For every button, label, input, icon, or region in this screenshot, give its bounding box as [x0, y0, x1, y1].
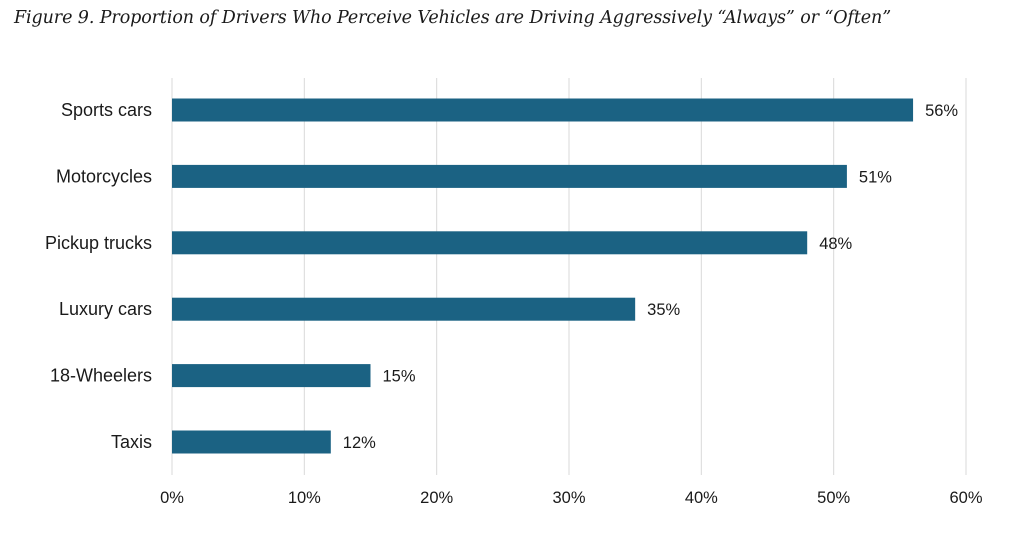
data-label: 12%: [343, 434, 376, 452]
x-tick-label: 30%: [552, 489, 585, 507]
bar-18-wheelers: [172, 364, 371, 388]
x-tick-label: 0%: [160, 489, 184, 507]
bar-motorcycles: [172, 164, 847, 188]
data-label: 15%: [383, 368, 416, 386]
data-label: 56%: [925, 102, 958, 120]
x-tick-label: 60%: [949, 489, 982, 507]
bar-sports-cars: [172, 98, 914, 122]
bar-taxis: [172, 430, 331, 454]
chart-title: Figure 9. Proportion of Drivers Who Perc…: [14, 8, 892, 28]
category-label: Sports cars: [61, 100, 152, 120]
category-label: Taxis: [111, 432, 152, 452]
x-tick-label: 20%: [420, 489, 453, 507]
data-label: 35%: [647, 301, 680, 319]
data-label: 51%: [859, 168, 892, 186]
bar-pickup-trucks: [172, 231, 808, 255]
category-label: 18-Wheelers: [50, 366, 152, 386]
category-label: Motorcycles: [56, 166, 152, 186]
category-label: Luxury cars: [59, 299, 152, 319]
bar-luxury-cars: [172, 297, 636, 321]
category-label: Pickup trucks: [45, 233, 152, 253]
x-tick-label: 10%: [288, 489, 321, 507]
x-tick-label: 50%: [817, 489, 850, 507]
x-tick-label: 40%: [685, 489, 718, 507]
data-label: 48%: [819, 235, 852, 253]
